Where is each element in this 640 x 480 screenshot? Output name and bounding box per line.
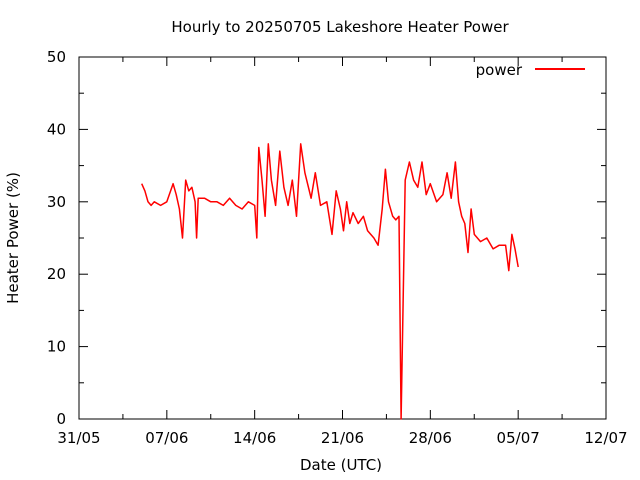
y-tick-label: 50 xyxy=(47,48,66,66)
y-axis-ticks: 0 10 20 30 40 50 xyxy=(47,48,606,428)
plot-area-border xyxy=(78,56,607,420)
y-tick-label: 10 xyxy=(47,338,66,356)
x-axis-ticks: 31/05 07/06 14/06 21/06 28/06 05/07 12/07 xyxy=(57,57,628,447)
x-tick-label: 05/07 xyxy=(497,429,540,447)
x-tick-label: 28/06 xyxy=(409,429,452,447)
legend: power xyxy=(476,61,585,79)
y-axis-label: Heater Power (%) xyxy=(4,172,22,304)
chart-title: Hourly to 20250705 Lakeshore Heater Powe… xyxy=(171,18,509,36)
y-tick-label: 40 xyxy=(47,120,66,138)
x-tick-label: 14/06 xyxy=(233,429,276,447)
y-tick-label: 30 xyxy=(47,193,66,211)
x-tick-label: 07/06 xyxy=(145,429,188,447)
series-line-power xyxy=(141,143,519,420)
y-tick-label: 0 xyxy=(56,410,66,428)
legend-label: power xyxy=(476,61,523,79)
x-tick-label: 12/07 xyxy=(584,429,627,447)
series-layer xyxy=(141,143,519,420)
x-tick-label: 21/06 xyxy=(321,429,364,447)
x-tick-label: 31/05 xyxy=(57,429,100,447)
y-tick-label: 20 xyxy=(47,265,66,283)
x-axis-label: Date (UTC) xyxy=(300,456,382,474)
